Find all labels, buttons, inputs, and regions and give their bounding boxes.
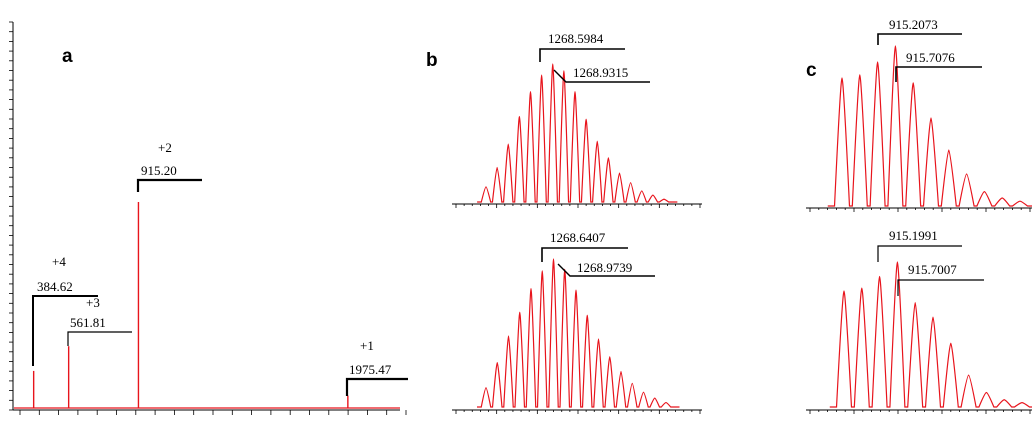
bracket-384 xyxy=(32,295,98,366)
panel-a-x-ticks xyxy=(19,410,407,415)
bracket-915-7007 xyxy=(897,279,984,296)
peak-label-915-7007: 915.7007 xyxy=(908,262,957,277)
peak-label-1268-6407: 1268.6407 xyxy=(550,230,606,245)
panel-b: b 1268.5984 1268.9315 1268.6407 1268.973… xyxy=(426,31,702,414)
mz-label-384: 384.62 xyxy=(37,279,73,294)
bracket-915 xyxy=(136,178,202,192)
charge-label-plus4: +4 xyxy=(52,254,66,269)
panel-b-letter: b xyxy=(426,50,438,71)
bracket-1268-9739 xyxy=(557,263,655,277)
panel-b-top-trace xyxy=(477,63,678,203)
panel-b-top-ticks xyxy=(455,204,701,208)
peak-label-1268-5984: 1268.5984 xyxy=(548,31,604,46)
mz-label-561: 561.81 xyxy=(70,315,106,330)
panel-b-bottom-ticks xyxy=(455,410,701,414)
peak-label-1268-9315: 1268.9315 xyxy=(573,65,628,80)
panel-a: a +4 384.62 +3 561.81 +2 915.20 +1 1975.… xyxy=(9,21,408,415)
peak-label-915-2073: 915.2073 xyxy=(889,17,938,32)
peak-label-1268-9739: 1268.9739 xyxy=(577,260,632,275)
bracket-915-2073 xyxy=(877,33,962,45)
panel-c-letter: c xyxy=(806,60,817,81)
bracket-915-1991 xyxy=(877,245,962,262)
panel-a-peaks xyxy=(32,202,349,408)
panel-c-top-trace xyxy=(827,45,1032,207)
panel-c-top-ticks xyxy=(809,208,1031,212)
charge-label-plus2: +2 xyxy=(158,140,172,155)
panel-c-bottom-ticks xyxy=(809,410,1031,414)
panel-b-bottom-trace xyxy=(477,258,680,408)
charge-label-plus3: +3 xyxy=(86,295,100,310)
peak-label-915-7076: 915.7076 xyxy=(906,50,955,65)
bracket-561 xyxy=(67,331,132,346)
bracket-1975 xyxy=(345,377,408,396)
panel-c-bottom-trace xyxy=(829,261,1032,408)
mz-label-1975: 1975.47 xyxy=(349,362,392,377)
bracket-1268-6407 xyxy=(541,247,628,262)
panel-c: c 915.2073 915.7076 915.1991 915.7007 xyxy=(806,17,1032,414)
mz-label-915: 915.20 xyxy=(141,163,177,178)
panel-a-y-ticks xyxy=(9,21,13,411)
bracket-915-7076 xyxy=(895,66,982,82)
panel-a-letter: a xyxy=(62,46,73,67)
peak-label-915-1991: 915.1991 xyxy=(889,228,938,243)
bracket-1268-9315 xyxy=(553,69,650,83)
bracket-1268-5984 xyxy=(539,48,625,62)
charge-label-plus1: +1 xyxy=(360,338,374,353)
